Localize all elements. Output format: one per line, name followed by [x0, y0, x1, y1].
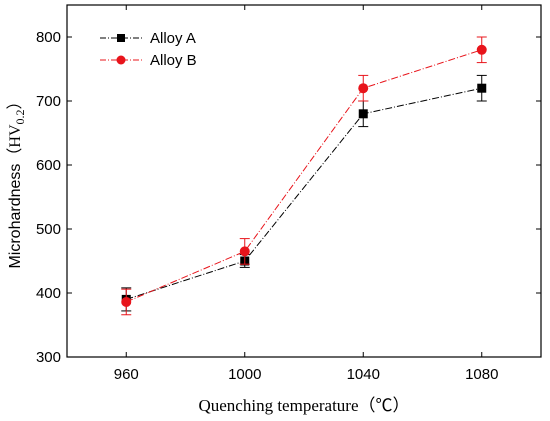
y-tick-label: 800: [36, 29, 61, 46]
x-axis-label: Quenching temperature（℃）: [198, 396, 409, 415]
series-line-alloy-b: [126, 49, 482, 303]
plot-frame: [66, 4, 542, 358]
data-point-alloy-b: [358, 83, 369, 94]
y-axis-label-main: Microhardness: [7, 164, 24, 269]
y-tick-label: 400: [36, 285, 61, 302]
y-tick-label: 600: [36, 157, 61, 174]
legend: Alloy A Alloy B: [100, 30, 197, 69]
y-axis-ticks: 300 400 500 600 700 800: [36, 29, 541, 366]
y-tick-label: 300: [36, 349, 61, 366]
data-point-alloy-b: [476, 44, 487, 55]
legend-marker-square: [117, 34, 125, 42]
y-tick-label: 500: [36, 221, 61, 238]
x-tick-label: 1000: [228, 366, 261, 383]
legend-label-alloy-a: Alloy A: [150, 30, 196, 47]
data-point-alloy-a: [358, 109, 368, 119]
legend-label-alloy-b: Alloy B: [150, 52, 197, 69]
y-tick-label: 700: [36, 93, 61, 110]
y-axis-label: Microhardness（HV0.2）: [6, 93, 27, 268]
x-tick-label: 1040: [347, 366, 380, 383]
data-point-alloy-b: [121, 296, 132, 307]
legend-marker-circle: [116, 55, 126, 65]
x-axis-ticks: 960 1000 1040 1080: [114, 5, 498, 383]
x-tick-label: 960: [114, 366, 139, 383]
y-axis-label-unit: （HV: [6, 124, 24, 164]
series-layer: [121, 36, 487, 316]
x-tick-label: 1080: [465, 366, 498, 383]
series-line-alloy-a: [126, 87, 482, 300]
data-point-alloy-b: [239, 246, 250, 257]
y-axis-label-close: ）: [6, 93, 24, 109]
y-axis-label-sub: 0.2: [13, 109, 27, 124]
data-point-alloy-a: [477, 83, 487, 93]
